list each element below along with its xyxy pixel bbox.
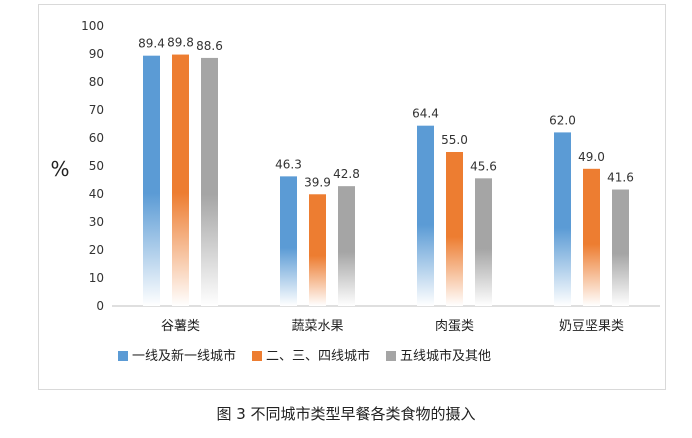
value-label: 88.6 [196,39,223,53]
bar-1-series-2 [172,54,189,307]
y-axis-ticks: 0 10 20 30 40 50 60 70 80 90 100 [81,19,104,313]
value-label: 55.0 [441,133,468,147]
y-axis-label: % [50,157,69,181]
value-label: 89.4 [138,37,165,51]
bar-3-series-2 [446,152,463,306]
category-labels: 谷薯类 蔬菜水果 肉蛋类 奶豆坚果类 [161,319,624,334]
y-tick-label: 0 [96,299,104,313]
category-label: 蔬菜水果 [291,319,343,334]
figure-caption: 图 3 不同城市类型早餐各类食物的摄入 [216,405,476,423]
y-tick-label: 50 [89,159,104,173]
y-tick-label: 100 [81,19,104,33]
value-label: 46.3 [275,157,302,171]
legend-label: 二、三、四线城市 [266,348,370,364]
legend-swatch [252,351,262,361]
y-tick-label: 80 [89,75,104,89]
y-tick-label: 20 [89,243,104,257]
value-label: 64.4 [412,107,439,121]
bar-3-series-3 [475,178,492,306]
bar-4-series-3 [612,189,629,306]
bar-3-series-1 [417,125,434,307]
bar-4-series-1 [554,132,571,306]
category-label: 奶豆坚果类 [559,319,624,334]
category-label: 谷薯类 [161,319,200,334]
legend-swatch [118,351,128,361]
legend-label: 五线城市及其他 [400,348,491,364]
value-label: 49.0 [578,150,605,164]
value-label: 39.9 [304,175,331,189]
value-label: 62.0 [549,113,576,127]
category-label: 肉蛋类 [435,319,474,334]
bar-2-series-2 [309,194,326,306]
legend-label: 一线及新一线城市 [132,348,236,364]
value-labels: 89.4 89.8 88.6 46.339.942.8 64.455.045.6 62.0… [138,36,634,190]
bar-chart: % 0 10 20 30 40 50 60 70 80 90 100 89.4 89.8 88.6 46.… [50,19,660,364]
value-label: 45.6 [470,159,497,173]
value-label: 42.8 [333,167,360,181]
y-tick-label: 70 [89,103,104,117]
y-tick-label: 90 [89,47,104,61]
value-label: 41.6 [607,171,634,185]
y-tick-label: 60 [89,131,104,145]
y-tick-label: 40 [89,187,104,201]
bar-4-series-2 [583,168,600,306]
bar-1-series-3 [201,57,218,306]
legend-swatch [386,351,396,361]
bar-2-series-3 [338,186,355,306]
bar-1-series-1 [143,55,160,307]
bars [143,54,629,307]
legend: 一线及新一线城市 二、三、四线城市 五线城市及其他 [118,348,491,364]
y-tick-label: 30 [89,215,104,229]
bar-2-series-1 [280,176,297,306]
value-label: 89.8 [167,36,194,50]
y-tick-label: 10 [89,271,104,285]
